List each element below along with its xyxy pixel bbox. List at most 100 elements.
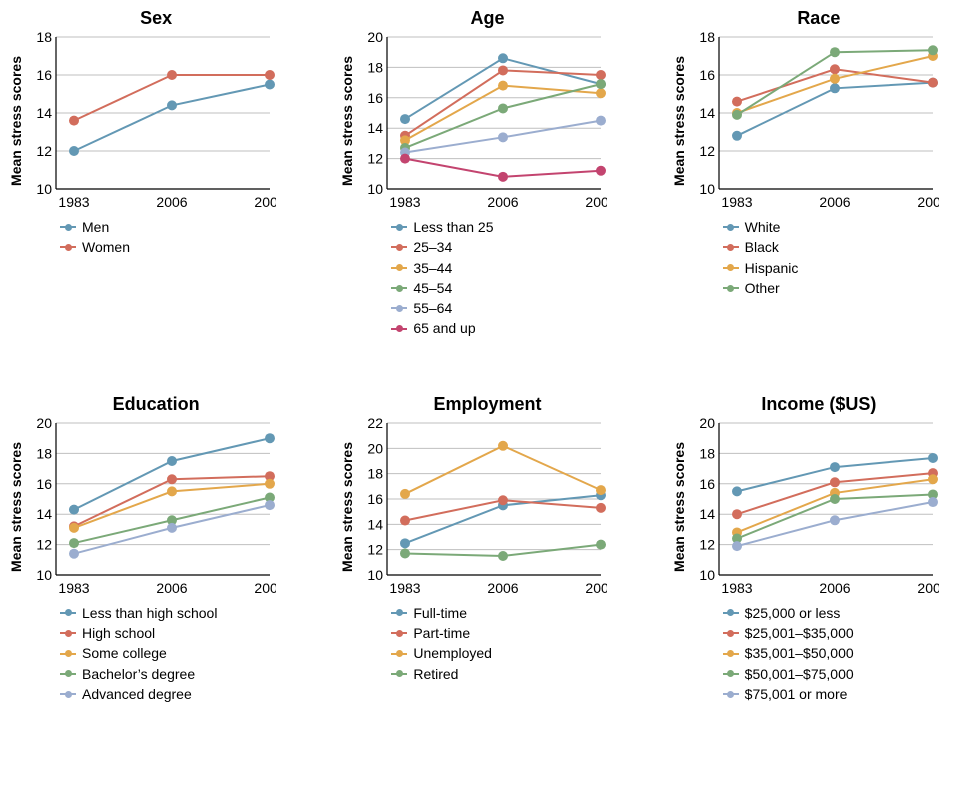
chart-title: Race — [671, 8, 967, 29]
svg-text:12: 12 — [699, 143, 715, 159]
legend-label: Full-time — [413, 603, 467, 623]
legend-label: Men — [82, 217, 109, 237]
svg-text:18: 18 — [699, 31, 715, 45]
legend-label: High school — [82, 623, 155, 643]
legend-label: $25,000 or less — [745, 603, 841, 623]
legend-swatch — [723, 612, 739, 614]
chart-title: Employment — [339, 394, 635, 415]
legend-label: Less than 25 — [413, 217, 493, 237]
svg-text:18: 18 — [699, 445, 715, 461]
legend-swatch — [391, 226, 407, 228]
legend-label: Women — [82, 237, 130, 257]
legend-label: Bachelor’s degree — [82, 664, 195, 684]
legend-item: Women — [60, 237, 304, 257]
legend-label: Black — [745, 237, 779, 257]
svg-text:20: 20 — [368, 440, 384, 456]
legend-swatch — [391, 612, 407, 614]
legend-item: $25,000 or less — [723, 603, 967, 623]
panel-employment: EmploymentMean stress scores101214161820… — [339, 394, 635, 704]
legend-label: Less than high school — [82, 603, 217, 623]
svg-text:10: 10 — [36, 181, 52, 197]
legend-label: White — [745, 217, 781, 237]
legend-swatch — [60, 632, 76, 634]
chart-title: Age — [339, 8, 635, 29]
legend-swatch — [391, 673, 407, 675]
legend-swatch — [723, 693, 739, 695]
svg-text:2006: 2006 — [156, 580, 187, 596]
svg-text:18: 18 — [368, 59, 384, 75]
legend: $25,000 or less$25,001–$35,000$35,001–$5… — [723, 603, 967, 704]
legend-swatch — [723, 226, 739, 228]
legend-item: 45–54 — [391, 278, 635, 298]
legend-label: $35,001–$50,000 — [745, 643, 854, 663]
legend-item: Retired — [391, 664, 635, 684]
legend-item: $50,001–$75,000 — [723, 664, 967, 684]
svg-text:16: 16 — [36, 67, 52, 83]
legend-item: Unemployed — [391, 643, 635, 663]
svg-text:14: 14 — [368, 120, 384, 136]
chart-svg: 101214161820198320062009 — [26, 417, 276, 597]
svg-text:2006: 2006 — [488, 194, 519, 210]
legend-item: Men — [60, 217, 304, 237]
svg-text:2006: 2006 — [488, 580, 519, 596]
legend: Less than 2525–3435–4445–5455–6465 and u… — [391, 217, 635, 339]
svg-text:14: 14 — [36, 105, 52, 121]
legend-item: Other — [723, 278, 967, 298]
panel-income: Income ($US)Mean stress scores1012141618… — [671, 394, 967, 704]
svg-text:2009: 2009 — [586, 194, 608, 210]
svg-text:2009: 2009 — [254, 194, 276, 210]
svg-text:16: 16 — [368, 491, 384, 507]
svg-text:16: 16 — [699, 476, 715, 492]
chart-title: Education — [8, 394, 304, 415]
svg-text:18: 18 — [36, 31, 52, 45]
legend-swatch — [391, 246, 407, 248]
chart-svg: 1012141618198320062009 — [689, 31, 939, 211]
svg-text:20: 20 — [368, 31, 384, 45]
chart-svg: 1012141618198320062009 — [26, 31, 276, 211]
chart-grid: SexMean stress scores1012141618198320062… — [8, 8, 967, 704]
svg-text:22: 22 — [368, 417, 384, 431]
legend-item: Advanced degree — [60, 684, 304, 704]
legend-item: White — [723, 217, 967, 237]
svg-text:10: 10 — [699, 181, 715, 197]
svg-text:2009: 2009 — [254, 580, 276, 596]
legend-label: Retired — [413, 664, 458, 684]
svg-text:20: 20 — [699, 417, 715, 431]
legend: Less than high schoolHigh schoolSome col… — [60, 603, 304, 704]
legend-label: $75,001 or more — [745, 684, 848, 704]
panel-education: EducationMean stress scores1012141618201… — [8, 394, 304, 704]
legend-swatch — [391, 267, 407, 269]
legend-label: Part-time — [413, 623, 470, 643]
legend-item: 55–64 — [391, 298, 635, 318]
y-axis-label: Mean stress scores — [671, 56, 687, 186]
chart-svg: 101214161820198320062009 — [689, 417, 939, 597]
legend-swatch — [723, 267, 739, 269]
legend-swatch — [391, 287, 407, 289]
legend-label: $25,001–$35,000 — [745, 623, 854, 643]
svg-text:1983: 1983 — [390, 194, 421, 210]
legend-swatch — [60, 693, 76, 695]
svg-text:20: 20 — [36, 417, 52, 431]
chart-svg: 101214161820198320062009 — [357, 31, 607, 211]
svg-text:2009: 2009 — [917, 580, 939, 596]
legend-item: Some college — [60, 643, 304, 663]
legend-swatch — [723, 673, 739, 675]
y-axis-label: Mean stress scores — [339, 56, 355, 186]
svg-text:2006: 2006 — [156, 194, 187, 210]
svg-text:12: 12 — [368, 151, 384, 167]
legend-item: 25–34 — [391, 237, 635, 257]
svg-text:16: 16 — [699, 67, 715, 83]
svg-text:1983: 1983 — [390, 580, 421, 596]
legend-label: 25–34 — [413, 237, 452, 257]
svg-text:10: 10 — [368, 181, 384, 197]
legend: WhiteBlackHispanicOther — [723, 217, 967, 298]
svg-text:12: 12 — [368, 541, 384, 557]
legend-item: $75,001 or more — [723, 684, 967, 704]
legend-item: Less than 25 — [391, 217, 635, 237]
svg-text:1983: 1983 — [721, 580, 752, 596]
legend-item: Less than high school — [60, 603, 304, 623]
legend-label: Hispanic — [745, 258, 799, 278]
legend-item: Full-time — [391, 603, 635, 623]
legend: MenWomen — [60, 217, 304, 258]
legend-item: Hispanic — [723, 258, 967, 278]
